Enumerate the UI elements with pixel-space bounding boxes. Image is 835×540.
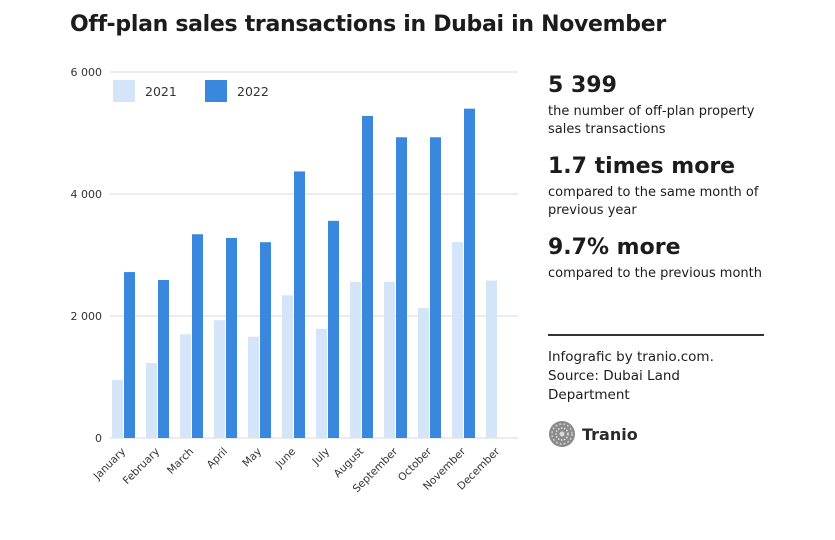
bar-2022-january	[124, 272, 135, 438]
bar-2021-june	[282, 295, 293, 438]
credit-line: Department	[548, 387, 630, 403]
bar-2022-july	[328, 220, 339, 438]
bar-2022-may	[260, 242, 271, 438]
legend-swatch-2022	[205, 80, 227, 102]
y-tick-label: 4 000	[71, 188, 103, 201]
stat-mom: 9.7% more compared to the previous month	[548, 234, 788, 283]
bar-2022-february	[158, 280, 169, 438]
stat-description: compared to the same month of previous y…	[548, 185, 759, 218]
stat-description: compared to the previous month	[548, 266, 762, 281]
bar-2021-april	[214, 320, 225, 438]
x-tick-label: June	[273, 446, 298, 471]
legend-label: 2022	[237, 84, 269, 99]
bar-2022-june	[294, 171, 305, 438]
bar-2021-january	[112, 380, 123, 438]
bar-2022-april	[226, 237, 237, 438]
y-tick-label: 0	[95, 432, 102, 445]
stat-description: the number of off-plan property sales tr…	[548, 104, 755, 137]
legend-label: 2021	[145, 84, 177, 99]
bar-2022-march	[192, 234, 203, 438]
bar-2021-july	[316, 328, 327, 438]
credit-text: Infografic by tranio.com. Source: Dubai …	[548, 348, 768, 405]
credit-line: Infografic by tranio.com.	[548, 349, 714, 365]
bar-2021-february	[146, 362, 157, 438]
stats-panel: 5 399 the number of off-plan property sa…	[548, 72, 788, 297]
bar-2022-november	[464, 108, 475, 438]
stat-value: 9.7% more	[548, 235, 681, 260]
x-tick-label: May	[240, 446, 264, 470]
bar-2021-october	[418, 308, 429, 438]
bar-2021-august	[350, 281, 361, 438]
tranio-logo-icon	[549, 421, 575, 447]
bar-2021-may	[248, 336, 259, 438]
credit-line: Source: Dubai Land	[548, 368, 680, 384]
chart-title: Off-plan sales transactions in Dubai in …	[70, 12, 666, 37]
x-tick-label: February	[121, 446, 162, 487]
brand-name: Tranio	[582, 424, 638, 444]
y-tick-label: 6 000	[71, 66, 103, 79]
x-tick-label: March	[165, 446, 196, 477]
divider	[548, 334, 764, 336]
bar-2022-october	[430, 137, 441, 438]
y-tick-label: 2 000	[71, 310, 103, 323]
x-tick-label: July	[310, 446, 333, 469]
stat-value: 5 399	[548, 73, 617, 98]
x-tick-label: April	[205, 446, 230, 471]
bar-2021-november	[452, 242, 463, 438]
bar-2022-august	[362, 115, 373, 439]
stat-yoy: 1.7 times more compared to the same mont…	[548, 153, 788, 220]
legend-swatch-2021	[113, 80, 135, 102]
bar-2021-march	[180, 334, 191, 438]
bar-2021-december	[486, 280, 497, 438]
stat-value: 1.7 times more	[548, 154, 736, 179]
bar-2022-september	[396, 137, 407, 438]
brand: Tranio	[548, 420, 638, 448]
bar-2021-september	[384, 281, 395, 438]
stat-transactions: 5 399 the number of off-plan property sa…	[548, 72, 788, 139]
